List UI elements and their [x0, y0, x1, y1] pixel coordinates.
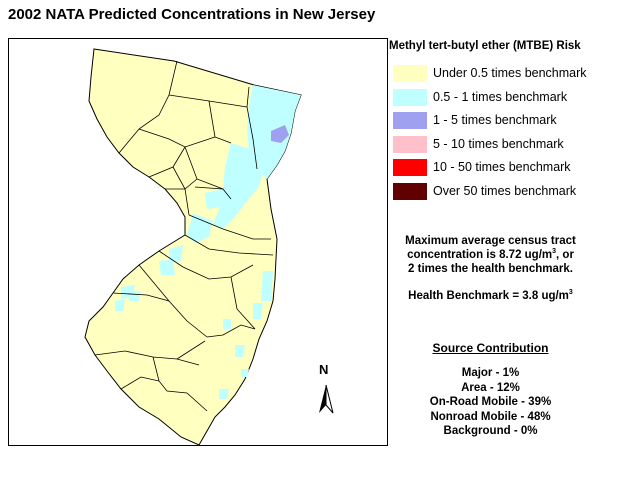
legend-swatch	[393, 136, 427, 153]
max-line-2: concentration is 8.72 ug/m3, or	[407, 248, 574, 261]
source-contribution-title: Source Contribution	[432, 341, 549, 355]
lavender-area	[271, 125, 289, 143]
health-benchmark-note: Health Benchmark = 3.8 ug/m3	[408, 289, 573, 302]
source-item: Nonroad Mobile - 48%	[430, 410, 551, 423]
max-concentration-note: Maximum average census tract concentrati…	[388, 234, 593, 276]
legend-swatch	[393, 112, 427, 129]
legend-swatch	[393, 183, 427, 200]
source-item: Area - 12%	[461, 381, 520, 394]
legend-label: 5 - 10 times benchmark	[433, 137, 564, 151]
legend-label: 1 - 5 times benchmark	[433, 113, 557, 127]
legend-swatch	[393, 159, 427, 176]
legend-label: 0.5 - 1 times benchmark	[433, 90, 568, 104]
legend-label: Over 50 times benchmark	[433, 184, 577, 198]
source-item: Background - 0%	[443, 425, 538, 437]
north-label: N	[319, 362, 329, 377]
source-contribution-list: Major - 1% Area - 12% On-Road Mobile - 3…	[388, 366, 593, 439]
legend-title: Methyl tert-butyl ether (MTBE) Risk	[389, 40, 581, 52]
legend-swatch	[393, 65, 427, 82]
map-title: 2002 NATA Predicted Concentrations in Ne…	[8, 6, 376, 23]
north-arrow-icon	[319, 385, 334, 414]
cyan-areas	[115, 85, 301, 399]
county-boundaries	[94, 60, 274, 412]
max-line-3: 2 times the health benchmark.	[408, 263, 573, 275]
source-item: On-Road Mobile - 39%	[429, 396, 552, 408]
map-frame	[8, 38, 388, 446]
source-item: Major - 1%	[461, 367, 520, 379]
legend-swatch	[393, 89, 427, 106]
max-line-1: Maximum average census tract	[405, 235, 576, 247]
nj-county-map	[84, 48, 302, 446]
legend-label: Under 0.5 times benchmark	[433, 66, 587, 80]
legend-label: 10 - 50 times benchmark	[433, 160, 571, 174]
